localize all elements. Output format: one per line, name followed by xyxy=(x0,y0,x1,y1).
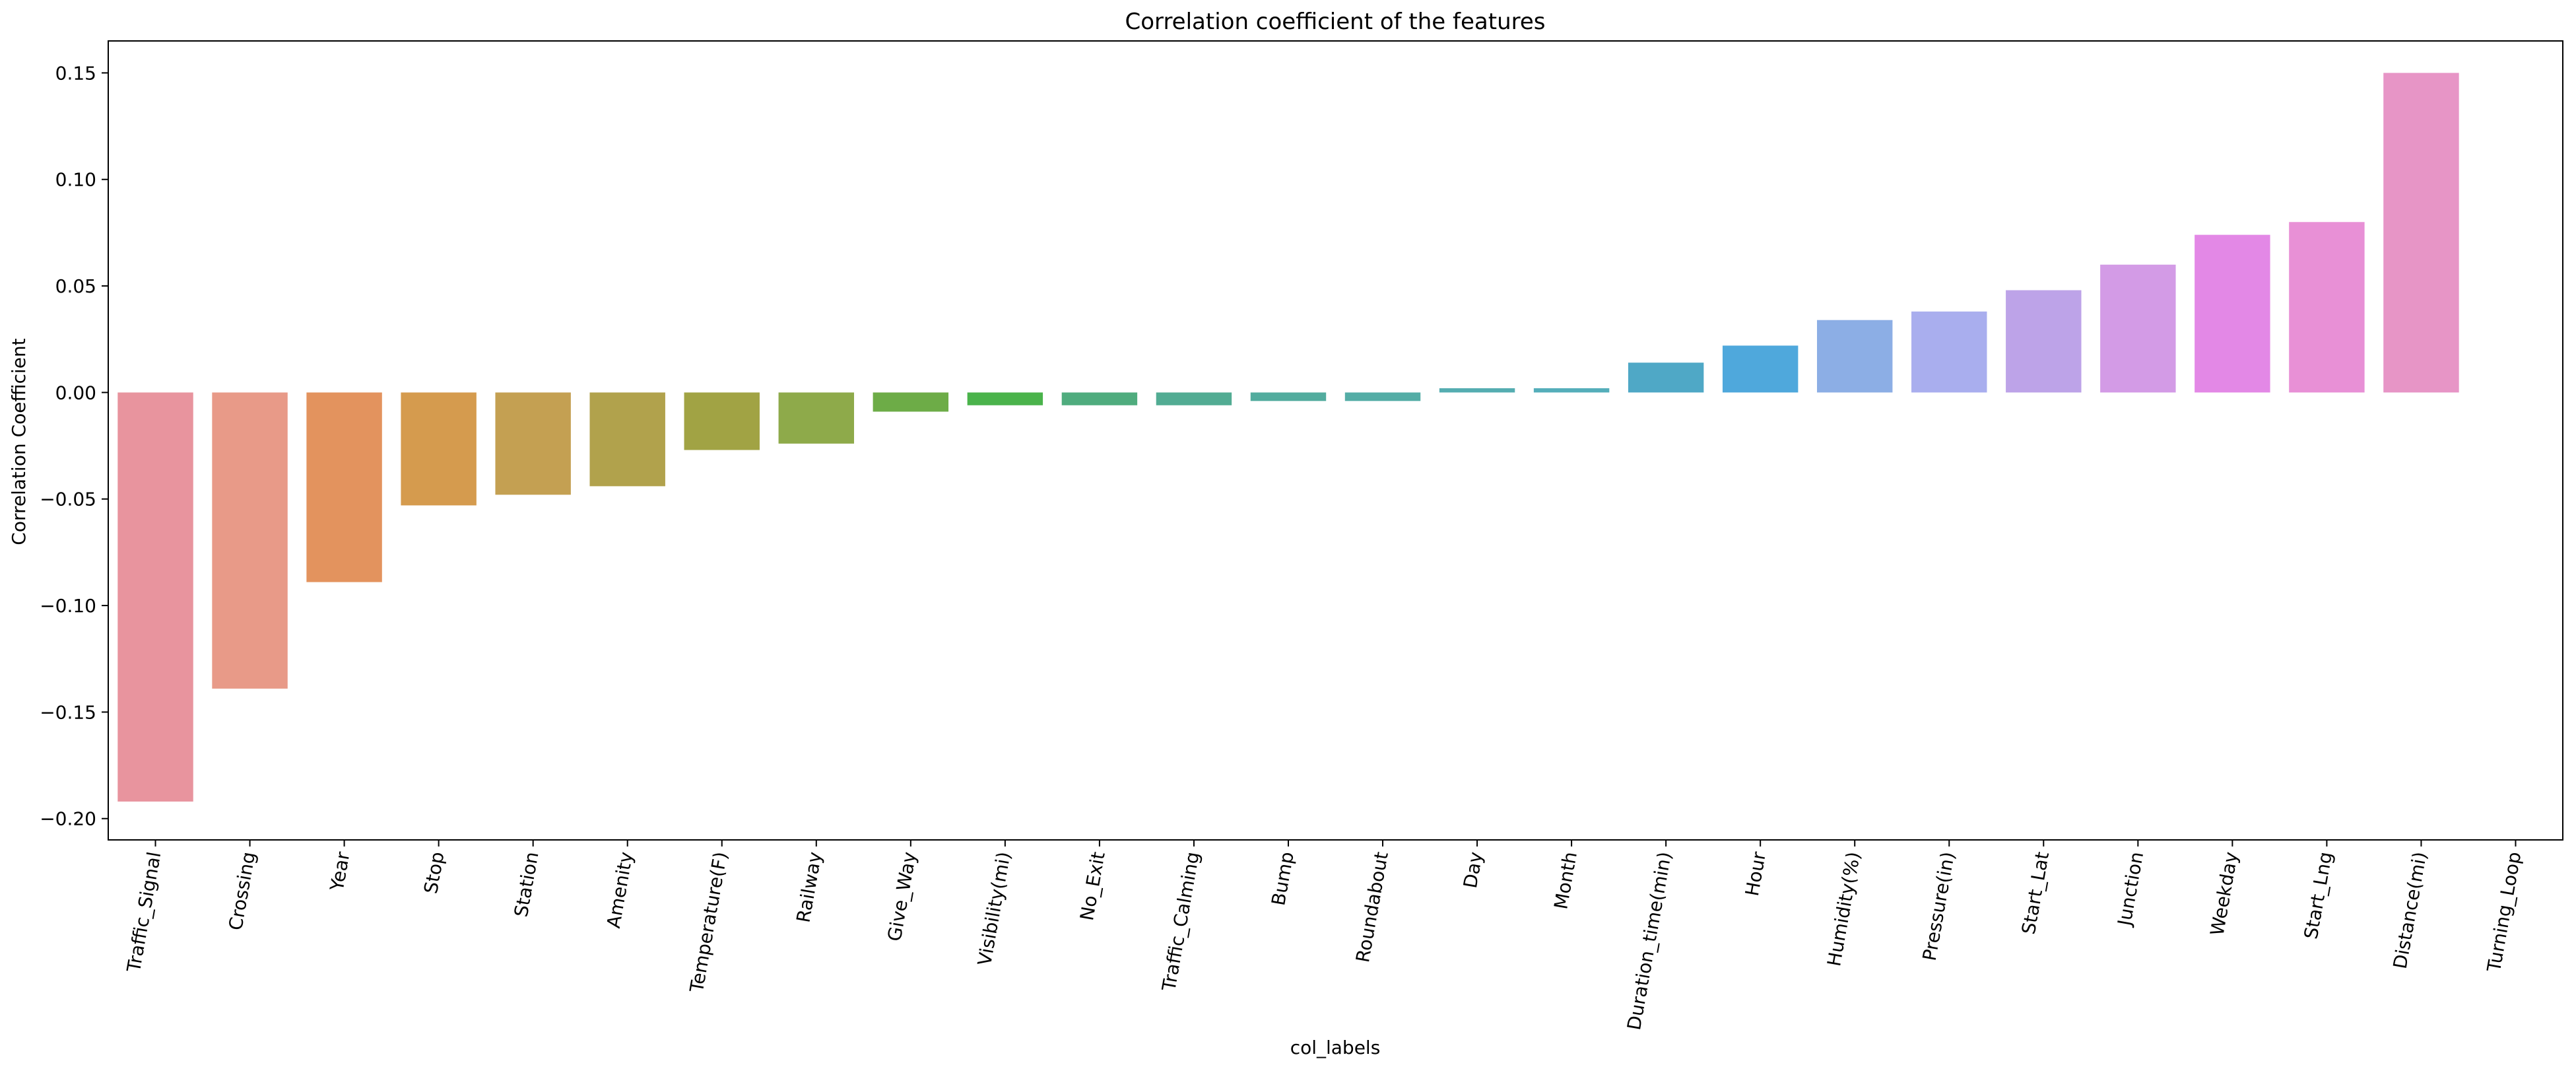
x-tick-label: Station xyxy=(510,850,543,918)
x-tick-label: Year xyxy=(326,850,354,893)
bar-humidity xyxy=(1816,320,1893,393)
x-tick-label: Start_Lat xyxy=(2018,850,2053,936)
bar-crossing xyxy=(212,392,288,689)
bar-hour xyxy=(1722,345,1799,393)
bar-weekday xyxy=(2195,234,2270,393)
bar-distance-mi xyxy=(2383,73,2459,393)
x-tick-label: Distance(mi) xyxy=(2389,850,2431,970)
bar-traffic-signal xyxy=(117,392,193,802)
bar-temperature-f xyxy=(684,392,760,450)
x-axis-label: col_labels xyxy=(1290,1037,1381,1058)
bars-group xyxy=(117,73,2459,802)
bar-roundabout xyxy=(1344,392,1421,401)
y-axis-ticks: −0.20 −0.15 −0.10 −0.05 0.00 0.05 0.10 0.15 xyxy=(40,62,108,830)
bar-duration-time-min xyxy=(1628,363,1704,393)
x-tick-label: Junction xyxy=(2113,850,2148,928)
y-axis-label: Correlation Coefficient xyxy=(8,338,30,545)
y-tick-label: −0.15 xyxy=(40,701,96,723)
x-tick-label: Hour xyxy=(1741,850,1770,898)
bar-station xyxy=(495,392,571,495)
y-tick-label: 0.15 xyxy=(55,62,96,84)
bar-visibility-mi xyxy=(967,392,1043,405)
x-tick-label: Give_Way xyxy=(883,850,920,943)
bar-year xyxy=(306,392,382,582)
bar-railway xyxy=(778,392,855,444)
y-tick-label: −0.05 xyxy=(40,489,96,510)
x-axis-ticks: Traffic_Signal Crossing Year Stop Station Ame… xyxy=(123,840,2526,1032)
bar-traffic-calming xyxy=(1156,392,1232,405)
x-tick-label: Railway xyxy=(792,850,826,924)
x-tick-label: Start_Lng xyxy=(2300,850,2337,940)
plot-frame xyxy=(108,40,2563,841)
bar-day xyxy=(1439,388,1515,393)
y-tick-label: −0.10 xyxy=(40,595,96,617)
bar-pressure-in xyxy=(1911,311,1987,393)
bar-start-lng xyxy=(2289,222,2365,393)
bar-month xyxy=(1533,388,1610,393)
x-tick-label: Weekday xyxy=(2206,850,2242,937)
x-tick-label: Bump xyxy=(1267,850,1298,907)
x-tick-label: Month xyxy=(1550,850,1581,911)
x-tick-label: Duration_time(min) xyxy=(1623,850,1676,1031)
y-tick-label: 0.10 xyxy=(55,169,96,191)
bar-no-exit xyxy=(1061,392,1138,405)
x-tick-label: Roundabout xyxy=(1352,850,1393,964)
y-tick-label: 0.05 xyxy=(55,275,96,297)
bar-start-lat xyxy=(2006,290,2082,393)
x-tick-label: Traffic_Signal xyxy=(123,850,166,974)
x-tick-label: Crossing xyxy=(224,850,259,932)
x-tick-label: No_Exit xyxy=(1076,850,1109,922)
x-tick-label: Stop xyxy=(420,850,449,895)
bar-junction xyxy=(2100,264,2176,393)
x-tick-label: Humidity(%) xyxy=(1823,850,1865,967)
x-tick-label: Temperature(F) xyxy=(686,850,732,994)
bar-give-way xyxy=(873,392,949,412)
x-tick-label: Day xyxy=(1459,850,1487,889)
chart-title: Correlation coefficient of the features xyxy=(1125,9,1546,35)
y-tick-label: −0.20 xyxy=(40,808,96,830)
x-tick-label: Turning_Loop xyxy=(2483,850,2526,974)
bar-stop xyxy=(401,392,477,506)
y-tick-label: 0.00 xyxy=(55,382,96,403)
x-tick-label: Pressure(in) xyxy=(1919,850,1959,962)
x-tick-label: Traffic_Calming xyxy=(1158,850,1204,993)
x-tick-label: Amenity xyxy=(603,850,638,930)
bar-amenity xyxy=(589,392,665,487)
x-tick-label: Visibility(mi) xyxy=(974,850,1015,967)
bar-bump xyxy=(1250,392,1327,401)
